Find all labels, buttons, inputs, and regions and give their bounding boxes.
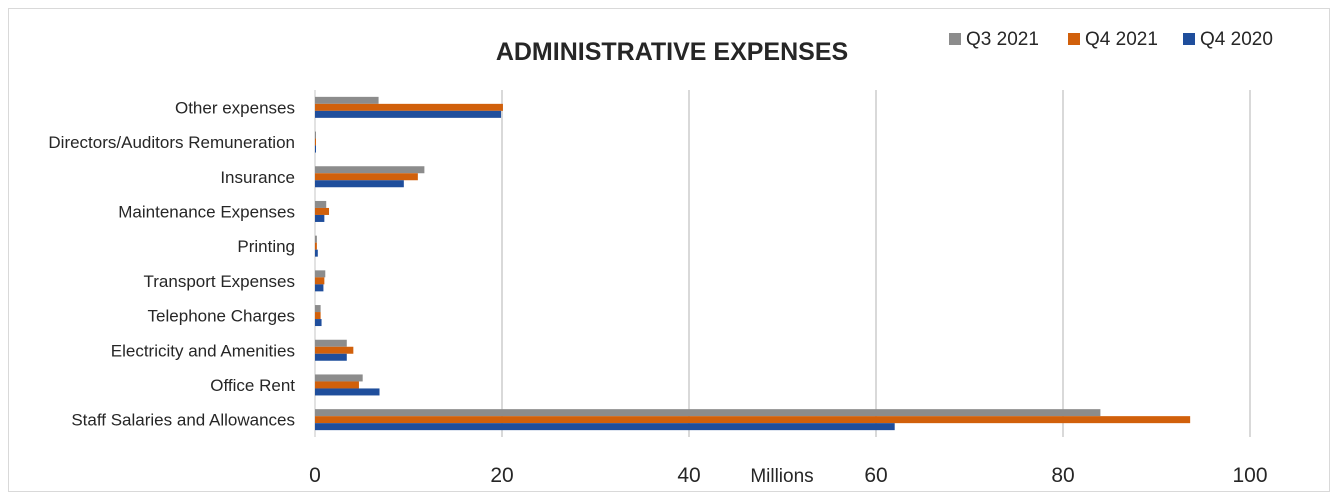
x-tick-label: 20 (490, 464, 513, 487)
x-tick-label: 0 (309, 464, 321, 487)
bar (315, 284, 324, 292)
x-tick-label: 60 (864, 464, 887, 487)
legend-label: Q4 2020 (1200, 29, 1273, 50)
bar (315, 381, 359, 389)
bar (315, 138, 316, 146)
category-label: Telephone Charges (148, 307, 295, 326)
category-label: Transport Expenses (144, 272, 296, 291)
category-label: Maintenance Expenses (118, 202, 295, 221)
bar (315, 312, 321, 320)
bar (315, 110, 502, 118)
bar (315, 270, 326, 278)
x-tick-label: 40 (677, 464, 700, 487)
category-label: Electricity and Amenities (111, 341, 295, 360)
bar (315, 131, 316, 139)
bar (315, 305, 321, 313)
bar (315, 96, 379, 104)
bar (315, 346, 354, 354)
x-tick-label: 100 (1232, 464, 1267, 487)
legend-swatch (1068, 33, 1080, 45)
bar (315, 353, 347, 361)
legend-label: Q3 2021 (966, 29, 1039, 50)
bar (315, 166, 425, 174)
legend-swatch (1183, 33, 1195, 45)
bar (315, 319, 322, 327)
bar (315, 277, 325, 285)
bar (315, 180, 404, 188)
bar (315, 103, 503, 111)
legend-label: Q4 2021 (1085, 29, 1158, 50)
bar (315, 207, 330, 215)
bar (315, 409, 1101, 417)
category-label: Office Rent (210, 376, 295, 395)
legend-swatch (949, 33, 961, 45)
bar (315, 145, 316, 153)
category-label: Staff Salaries and Allowances (71, 411, 295, 430)
gridlines (314, 90, 1251, 437)
bar (315, 374, 363, 382)
category-label: Printing (237, 237, 295, 256)
category-label: Insurance (220, 168, 295, 187)
bars (315, 96, 1191, 431)
bar (315, 173, 418, 181)
bar (315, 339, 347, 347)
x-tick-label: 80 (1051, 464, 1074, 487)
bar (315, 235, 317, 243)
bar (315, 388, 380, 396)
category-label: Directors/Auditors Remuneration (48, 133, 295, 152)
x-axis-title: Millions (750, 466, 813, 487)
bar (315, 416, 1191, 424)
chart-title: ADMINISTRATIVE EXPENSES (496, 38, 848, 66)
chart-frame (8, 8, 1330, 492)
bar (315, 249, 318, 257)
legend: Q3 2021 Q4 2021 Q4 2020 (949, 29, 1273, 50)
bar (315, 214, 325, 222)
bar (315, 423, 895, 431)
x-tick-labels: 0 20 40 60 80 100 (309, 464, 1267, 487)
bar (315, 200, 327, 208)
category-labels: Other expenses Directors/Auditors Remuner… (48, 98, 295, 429)
category-label: Other expenses (175, 98, 295, 117)
bar (315, 242, 317, 250)
